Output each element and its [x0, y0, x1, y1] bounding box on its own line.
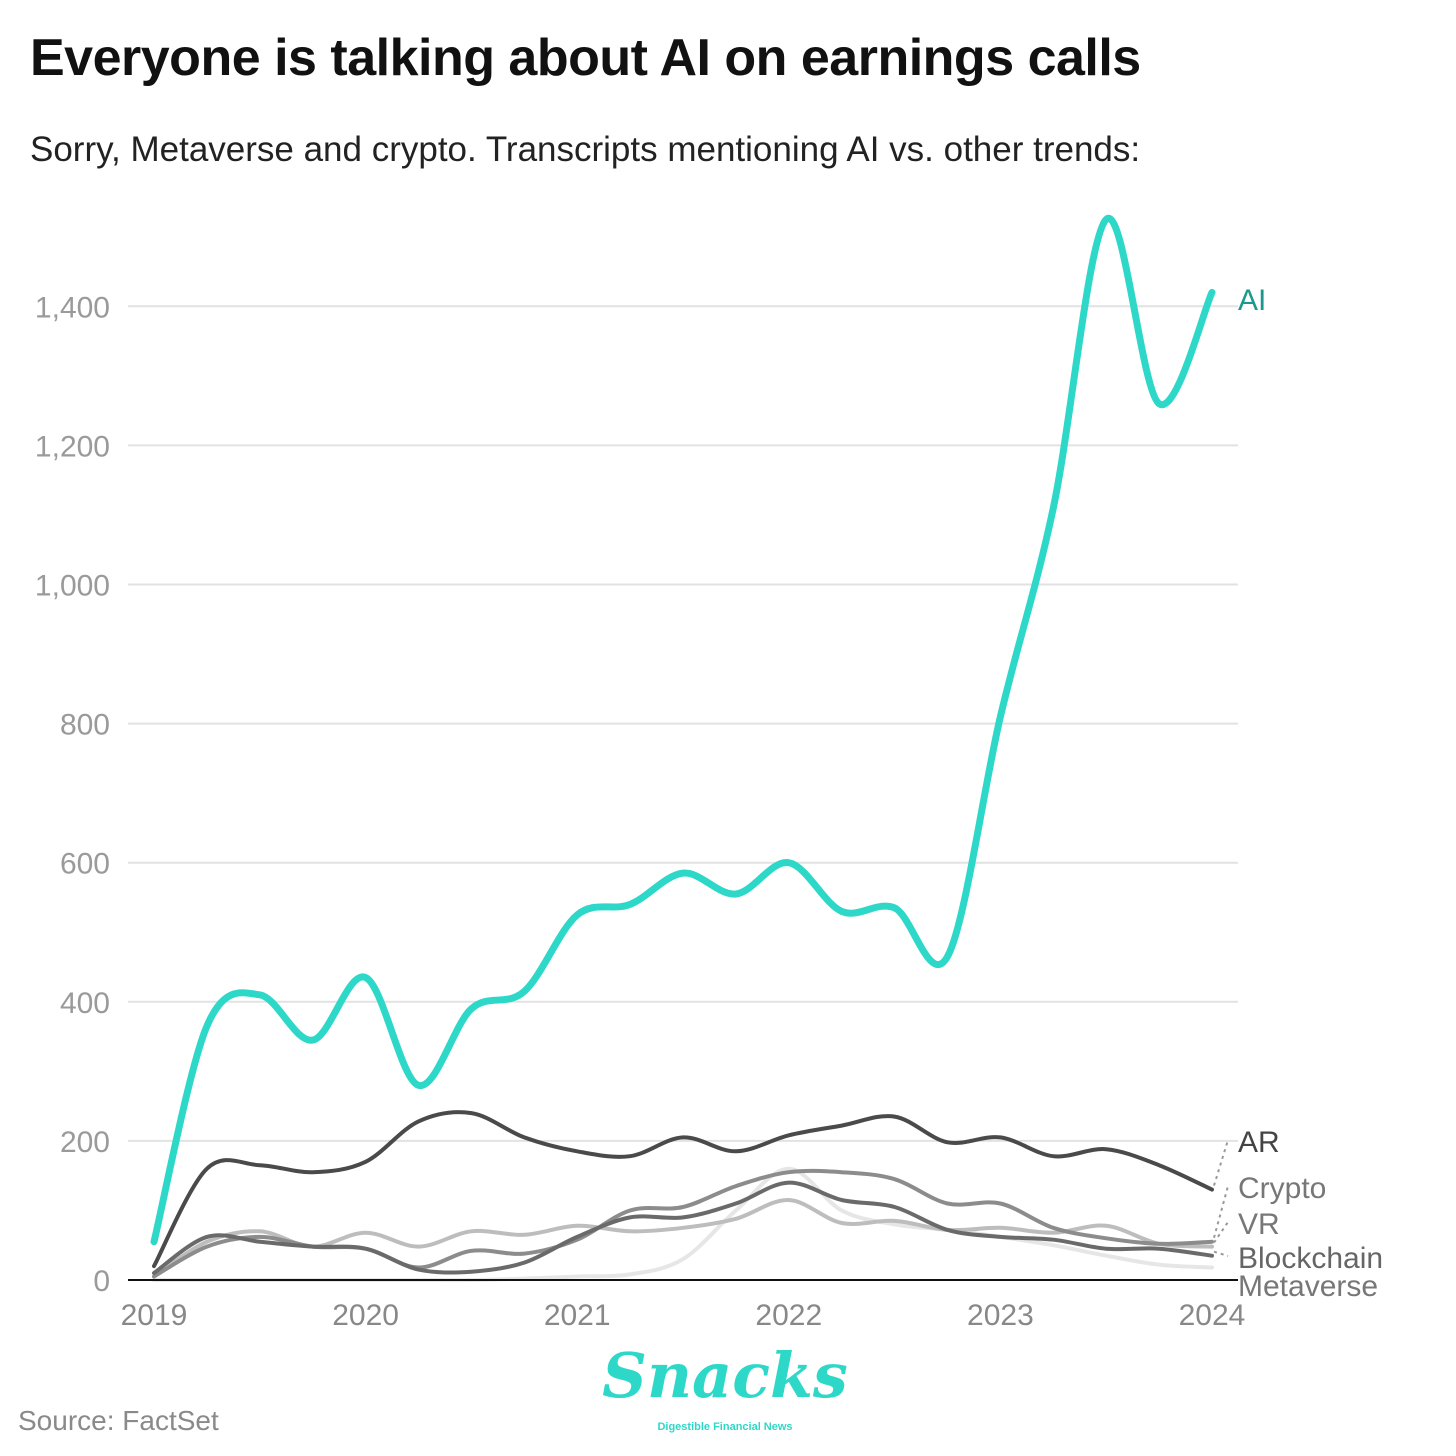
series-line-metaverse — [152, 1166, 1214, 1283]
y-tick-label: 200 — [60, 1126, 110, 1159]
series-label-ai: AI — [1238, 284, 1266, 317]
source-note: Source: FactSet — [18, 1405, 219, 1436]
y-tick-label: 800 — [60, 709, 110, 742]
leader-vr — [1213, 1221, 1229, 1244]
series-line-ar — [152, 1110, 1214, 1269]
label-leader-lines — [1213, 1139, 1229, 1257]
gridlines — [128, 305, 1238, 1142]
x-axis-ticks: 2019 2020 2021 2022 2023 2024 — [121, 1299, 1246, 1332]
snacks-logo-wordmark: Snacks — [602, 1339, 848, 1412]
series-label-vr: VR — [1238, 1208, 1280, 1241]
x-tick-label-2021: 2021 — [544, 1299, 611, 1332]
series-label-crypto: Crypto — [1238, 1172, 1326, 1205]
x-tick-label-2022: 2022 — [755, 1299, 822, 1332]
leader-ar — [1213, 1139, 1229, 1186]
series-label-ar: AR — [1238, 1126, 1280, 1159]
y-tick-label: 1,400 — [35, 291, 110, 324]
leader-blockchain — [1213, 1250, 1229, 1257]
y-tick-label: 1,000 — [35, 570, 110, 603]
chart-title: Everyone is talking about AI on earnings… — [30, 29, 1141, 87]
x-tick-label-2020: 2020 — [332, 1299, 399, 1332]
series-line-blockchain — [152, 1180, 1214, 1275]
x-tick-label-2019: 2019 — [121, 1299, 188, 1332]
series-line-vr — [152, 1197, 1214, 1279]
series-label-metaverse: Metaverse — [1238, 1270, 1378, 1303]
chart-subtitle: Sorry, Metaverse and crypto. Transcripts… — [30, 130, 1141, 169]
x-tick-label-2024: 2024 — [1179, 1299, 1246, 1332]
y-tick-label: 1,200 — [35, 430, 110, 463]
y-tick-label: 400 — [60, 987, 110, 1020]
leader-crypto — [1213, 1185, 1229, 1239]
series-line-ai — [150, 214, 1216, 1246]
x-tick-label-2023: 2023 — [967, 1299, 1034, 1332]
snacks-logo: Snacks Digestible Financial News — [602, 1339, 848, 1433]
snacks-logo-tagline: Digestible Financial News — [657, 1421, 792, 1433]
y-axis-ticks: 0 200 400 600 800 1,000 1,200 1,400 — [35, 291, 110, 1298]
y-tick-label: 0 — [93, 1265, 110, 1298]
series-lines — [150, 214, 1216, 1283]
series-label-blockchain: Blockchain — [1238, 1242, 1383, 1275]
y-tick-label: 600 — [60, 848, 110, 881]
